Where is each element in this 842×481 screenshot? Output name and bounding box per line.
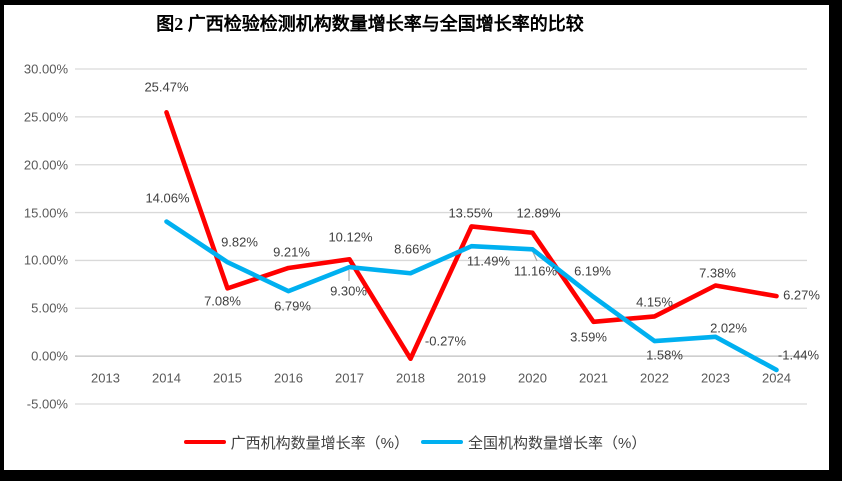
x-axis-tick-label: 2018 — [396, 370, 425, 386]
x-axis-tick-label: 2021 — [579, 370, 608, 386]
y-axis-tick-label: 25.00% — [23, 109, 68, 125]
data-label: 11.49% — [466, 253, 511, 269]
y-axis-tick-label: 30.00% — [23, 61, 68, 77]
data-label: 12.89% — [516, 205, 561, 221]
data-label: 13.55% — [448, 205, 493, 221]
data-label: 11.16% — [513, 263, 558, 279]
x-axis-tick-label: 2016 — [274, 370, 303, 386]
y-axis-tick-label: -5.00% — [26, 396, 68, 412]
data-label: 8.66% — [394, 241, 431, 257]
y-axis-tick-label: 5.00% — [31, 300, 68, 316]
data-label: 6.79% — [274, 298, 311, 314]
x-axis-tick-label: 2017 — [335, 370, 364, 386]
data-label: 4.15% — [636, 294, 673, 310]
data-label: -0.27% — [424, 333, 467, 349]
y-axis-tick-label: 20.00% — [23, 157, 68, 173]
frame-border-top — [0, 0, 842, 5]
frame-border-left — [0, 0, 4, 481]
data-label: 14.06% — [145, 190, 190, 206]
national-series-line-swatch — [421, 440, 463, 444]
guangxi-series-line-swatch — [183, 440, 226, 444]
legend-label-national: 全国机构数量增长率（%） — [468, 434, 647, 452]
data-label: 10.12% — [328, 229, 373, 245]
y-axis-tick-label: 10.00% — [23, 252, 68, 268]
x-axis-tick-label: 2015 — [213, 370, 242, 386]
data-label: 7.08% — [204, 293, 241, 309]
x-axis-tick-label: 2019 — [457, 370, 486, 386]
data-label: 6.19% — [574, 263, 611, 279]
data-label: 25.47% — [144, 79, 189, 95]
chart-title: 图2 广西检验检测机构数量增长率与全国增长率的比较 — [156, 14, 584, 34]
data-label: 7.38% — [699, 265, 736, 280]
x-axis-tick-label: 2022 — [640, 370, 669, 386]
x-axis-tick-label: 2020 — [518, 370, 547, 386]
data-label: 2.02% — [710, 320, 747, 336]
data-label: -1.44% — [777, 347, 820, 363]
y-axis-tick-label: 15.00% — [23, 205, 68, 221]
x-axis-tick-label: 2024 — [762, 370, 791, 386]
data-label: 9.30% — [330, 283, 367, 299]
x-axis-tick-label: 2014 — [152, 370, 181, 386]
x-axis-tick-label: 2023 — [701, 370, 730, 386]
legend: 广西机构数量增长率（%） 全国机构数量增长率（%） — [0, 432, 830, 453]
data-label: 9.21% — [273, 244, 310, 260]
frame-border-bottom — [0, 470, 842, 481]
legend-item-guangxi: 广西机构数量增长率（%） — [183, 432, 409, 453]
frame-border-right — [829, 0, 842, 481]
data-label: 9.82% — [221, 234, 258, 250]
y-axis-tick-label: 0.00% — [31, 348, 68, 364]
data-label: 6.27% — [783, 287, 820, 303]
legend-item-national: 全国机构数量增长率（%） — [421, 432, 646, 453]
data-label: 1.58% — [646, 347, 683, 363]
x-axis-tick-label: 2013 — [91, 370, 120, 386]
legend-label-guangxi: 广西机构数量增长率（%） — [230, 434, 409, 452]
data-label: 3.59% — [570, 329, 607, 345]
